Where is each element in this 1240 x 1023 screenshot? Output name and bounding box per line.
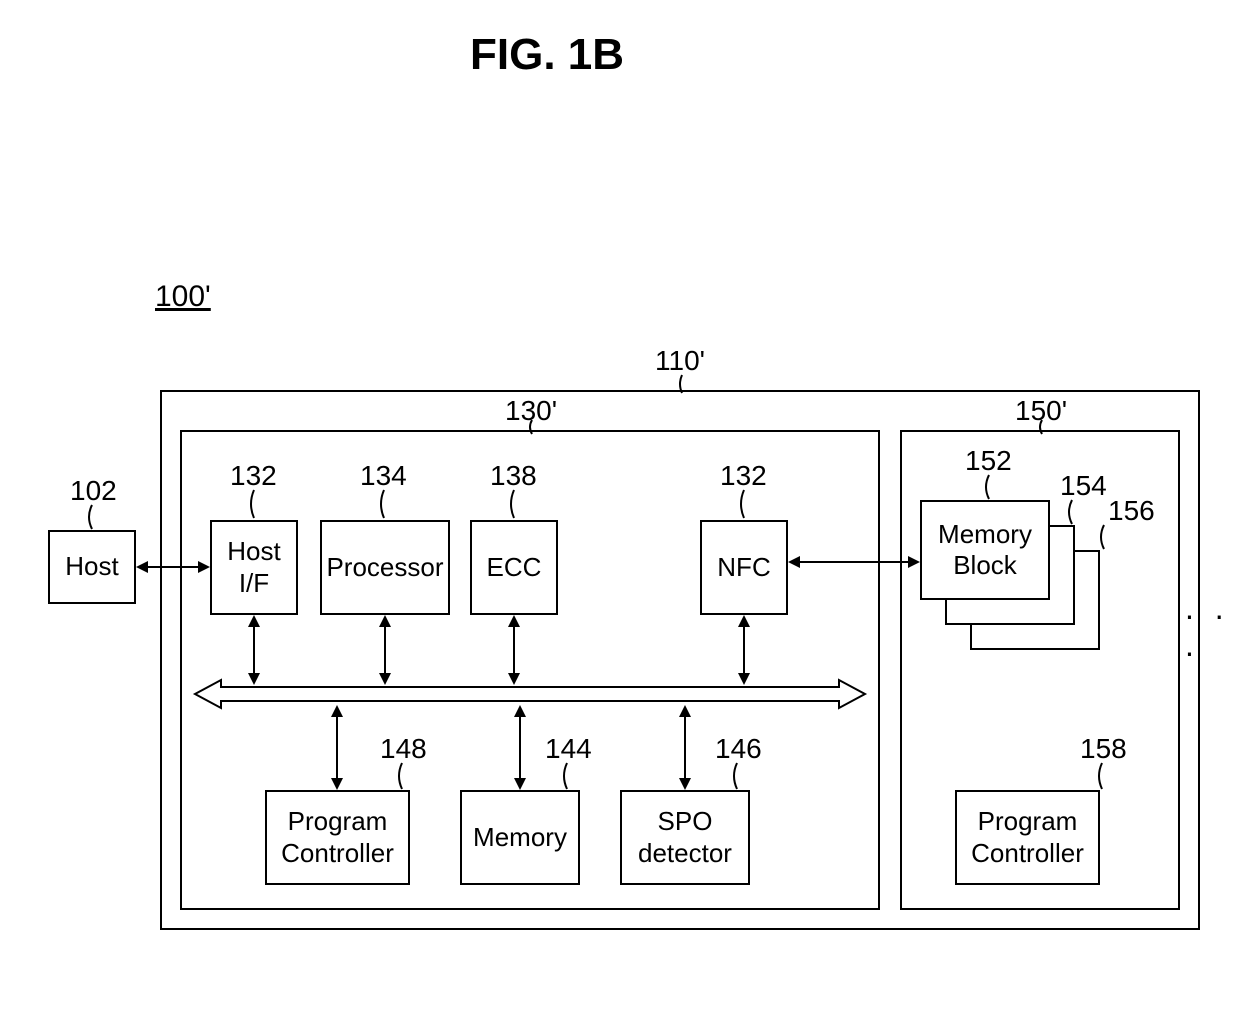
bus-arrow — [195, 680, 865, 708]
system-ref-label: 100' — [155, 280, 211, 314]
ref-154: 154 — [1060, 470, 1107, 502]
ref-158: 158 — [1080, 733, 1127, 765]
tick-134 — [380, 490, 388, 518]
diagram-canvas: FIG. 1B 100' 110' 130' 150' 102 Host — [0, 0, 1240, 1023]
arrow-bus-spo — [678, 705, 692, 790]
host-if-box: Host I/F — [210, 520, 298, 615]
arrow-host-hostif — [136, 560, 210, 574]
ref-152: 152 — [965, 445, 1012, 477]
figure-title: FIG. 1B — [470, 30, 624, 80]
program-controller-left-box: Program Controller — [265, 790, 410, 885]
ref-132-hostif: 132 — [230, 460, 277, 492]
arrow-nfc-memblock — [788, 555, 920, 569]
tick-156 — [1100, 525, 1108, 549]
memory-block-front: Memory Block — [920, 500, 1050, 600]
ref-134: 134 — [360, 460, 407, 492]
ref-148: 148 — [380, 733, 427, 765]
ref-110: 110' — [655, 345, 705, 377]
tick-148 — [398, 763, 406, 789]
arrow-ecc-bus — [507, 615, 521, 685]
host-box: Host — [48, 530, 136, 604]
tick-138 — [510, 490, 518, 518]
tick-154 — [1068, 500, 1076, 524]
ref-138: 138 — [490, 460, 537, 492]
nfc-box: NFC — [700, 520, 788, 615]
ref-156: 156 — [1108, 495, 1155, 527]
processor-box: Processor — [320, 520, 450, 615]
arrow-hostif-bus — [247, 615, 261, 685]
spo-detector-box: SPO detector — [620, 790, 750, 885]
ecc-box: ECC — [470, 520, 558, 615]
program-controller-right-box: Program Controller — [955, 790, 1100, 885]
tick-152 — [985, 475, 993, 499]
tick-146 — [733, 763, 741, 789]
ref-102: 102 — [70, 475, 117, 507]
arrow-bus-memory — [513, 705, 527, 790]
arrow-nfc-bus — [737, 615, 751, 685]
tick-158 — [1098, 763, 1106, 789]
tick-144 — [563, 763, 571, 789]
ellipsis-dots: . . . — [1185, 590, 1240, 664]
ref-132-nfc: 132 — [720, 460, 767, 492]
tick-132b — [740, 490, 748, 518]
tick-132a — [250, 490, 258, 518]
memory-box: Memory — [460, 790, 580, 885]
ref-146: 146 — [715, 733, 762, 765]
tick-102 — [88, 505, 96, 529]
arrow-bus-progctrl — [330, 705, 344, 790]
arrow-processor-bus — [378, 615, 392, 685]
ref-144: 144 — [545, 733, 592, 765]
